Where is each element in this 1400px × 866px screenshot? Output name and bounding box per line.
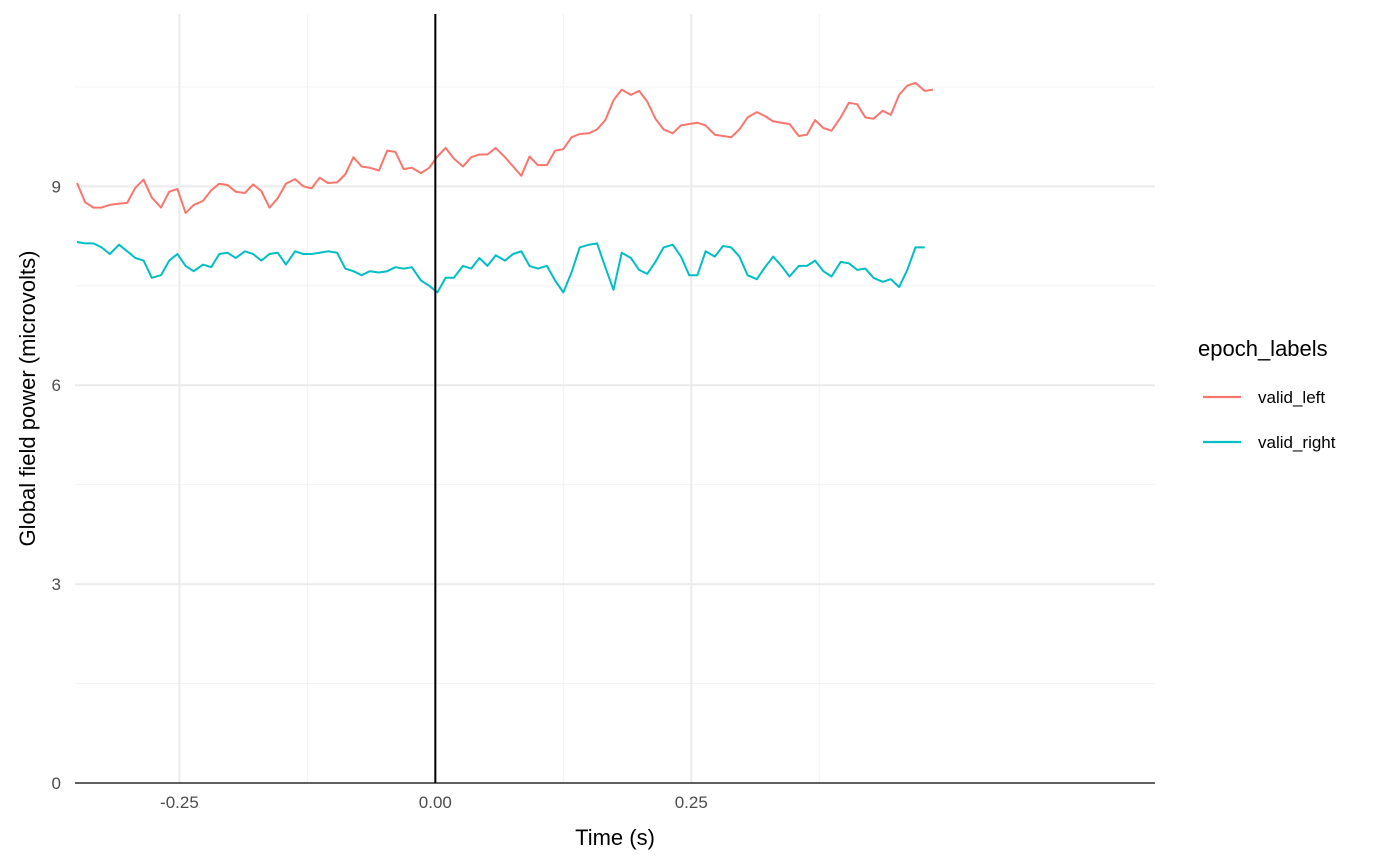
series-lines <box>76 81 934 294</box>
y-tick-label: 9 <box>52 177 61 196</box>
major-gridlines <box>75 14 1155 783</box>
legend-label-valid-right: valid_right <box>1258 433 1336 452</box>
minor-gridlines <box>75 14 1155 783</box>
series-line-valid-left <box>76 81 934 214</box>
legend-label-valid-left: valid_left <box>1258 388 1325 407</box>
x-tick-label: -0.25 <box>160 793 199 812</box>
x-tick-label: 0.00 <box>419 793 452 812</box>
legend: epoch_labels valid_left valid_right <box>1198 336 1336 452</box>
y-tick-label: 0 <box>52 774 61 793</box>
y-tick-label: 6 <box>52 376 61 395</box>
x-axis-ticks: -0.25 0.00 0.25 <box>160 793 708 812</box>
y-axis-ticks: 0 3 6 9 <box>52 177 61 793</box>
x-axis-title: Time (s) <box>575 825 655 850</box>
y-axis-title: Global field power (microvolts) <box>15 251 40 547</box>
legend-title: epoch_labels <box>1198 336 1328 361</box>
series-line-valid-right <box>76 241 925 294</box>
y-tick-label: 3 <box>52 575 61 594</box>
x-tick-label: 0.25 <box>675 793 708 812</box>
